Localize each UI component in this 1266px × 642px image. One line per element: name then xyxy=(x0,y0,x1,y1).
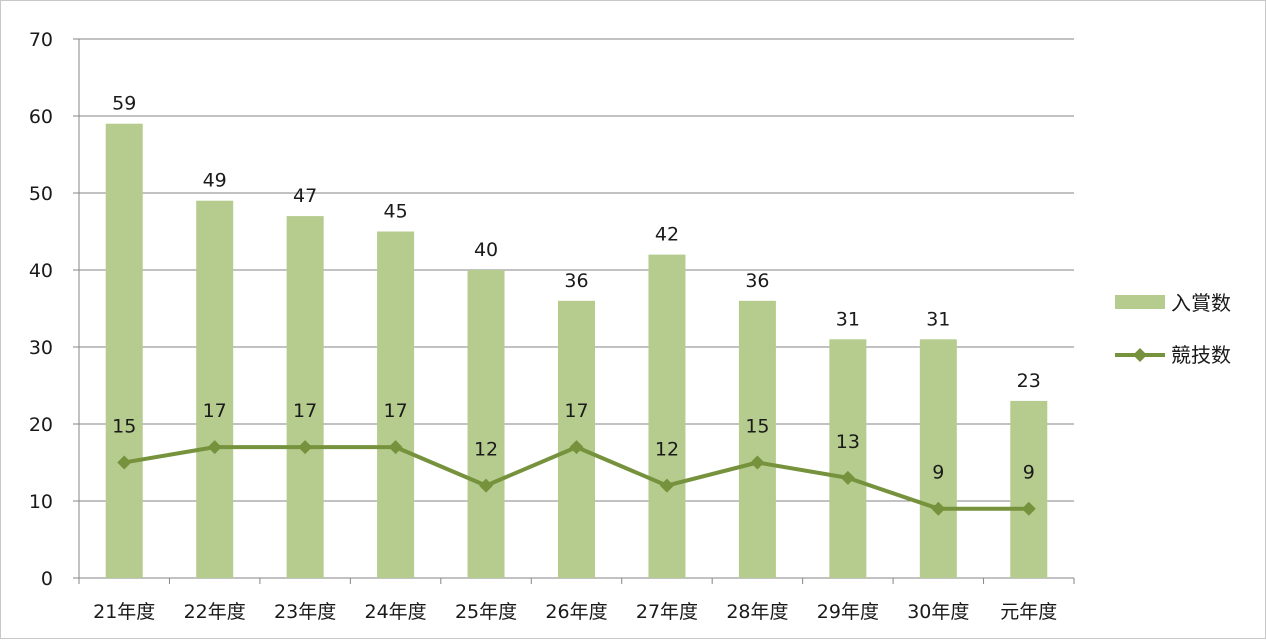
line-label-27年度: 12 xyxy=(655,439,679,461)
line-label-元年度: 9 xyxy=(1023,462,1035,484)
y-tick-label-0: 0 xyxy=(41,568,53,590)
bar-label-22年度: 49 xyxy=(203,170,227,192)
bar-label-24年度: 45 xyxy=(383,201,407,223)
bar-23年度 xyxy=(286,216,324,578)
y-tick-label-40: 40 xyxy=(29,260,53,282)
line-label-25年度: 12 xyxy=(474,439,498,461)
line-point-29年度 xyxy=(840,470,855,485)
bar-22年度 xyxy=(196,200,234,578)
y-tick-label-70: 70 xyxy=(29,29,53,51)
line-point-元年度 xyxy=(1021,501,1036,516)
legend-label-line: 競技数 xyxy=(1171,343,1231,367)
y-tick-label-60: 60 xyxy=(29,106,53,128)
bar-label-25年度: 40 xyxy=(474,239,498,261)
x-tick-label-4: 25年度 xyxy=(455,601,517,623)
x-tick-label-2: 23年度 xyxy=(274,601,336,623)
line-point-30年度 xyxy=(931,501,946,516)
x-tick-label-9: 30年度 xyxy=(907,601,969,623)
line-label-30年度: 9 xyxy=(932,462,944,484)
x-tick-label-8: 29年度 xyxy=(817,601,879,623)
y-tick-label-20: 20 xyxy=(29,414,53,436)
line-label-24年度: 17 xyxy=(383,400,407,422)
x-tick-label-7: 28年度 xyxy=(726,601,788,623)
bar-30年度 xyxy=(919,339,957,578)
line-point-27年度 xyxy=(659,478,674,493)
line-series-競技数 xyxy=(117,440,1036,516)
bar-label-23年度: 47 xyxy=(293,185,317,207)
x-tick-label-0: 21年度 xyxy=(93,601,155,623)
line-point-22年度 xyxy=(207,440,222,455)
bar-data-labels: 59 49 47 45 40 36 42 36 31 31 23 xyxy=(112,93,1041,392)
line-label-26年度: 17 xyxy=(564,400,588,422)
line-label-28年度: 15 xyxy=(745,416,769,438)
y-tick-label-10: 10 xyxy=(29,491,53,513)
bar-28年度 xyxy=(738,300,776,578)
y-axis-tick-labels: 0 10 20 30 40 50 60 70 xyxy=(29,29,53,590)
line-point-21年度 xyxy=(117,455,132,470)
bar-label-26年度: 36 xyxy=(564,270,588,292)
y-tick-label-50: 50 xyxy=(29,183,53,205)
x-axis-tick-labels: 21年度 22年度 23年度 24年度 25年度 26年度 27年度 28年度 29年度 30年度… xyxy=(93,601,1057,623)
line-label-21年度: 15 xyxy=(112,416,136,438)
legend: 入賞数 競技数 xyxy=(1115,291,1231,367)
legend-swatch-bar xyxy=(1115,295,1165,309)
bar-25年度 xyxy=(467,270,505,578)
line-point-25年度 xyxy=(479,478,494,493)
bar-label-21年度: 59 xyxy=(112,93,136,115)
bar-series-入賞数 xyxy=(105,123,1048,578)
line-label-29年度: 13 xyxy=(836,431,860,453)
bar-label-27年度: 42 xyxy=(655,224,679,246)
bar-元年度 xyxy=(1010,400,1048,578)
x-tick-label-6: 27年度 xyxy=(636,601,698,623)
x-tick-label-1: 22年度 xyxy=(184,601,246,623)
bar-label-30年度: 31 xyxy=(926,308,950,330)
line-label-22年度: 17 xyxy=(203,400,227,422)
line-point-24年度 xyxy=(388,440,403,455)
line-point-23年度 xyxy=(298,440,313,455)
bar-label-元年度: 23 xyxy=(1017,370,1041,392)
bar-27年度 xyxy=(648,254,686,578)
legend-label-bar: 入賞数 xyxy=(1171,291,1231,315)
line-point-28年度 xyxy=(750,455,765,470)
legend-marker-diamond xyxy=(1133,348,1147,362)
bar-24年度 xyxy=(377,231,415,578)
bar-29年度 xyxy=(829,339,867,578)
line-label-23年度: 17 xyxy=(293,400,317,422)
bar-26年度 xyxy=(558,300,595,578)
bar-label-28年度: 36 xyxy=(745,270,769,292)
line-data-labels: 15 17 17 17 12 17 12 15 13 9 9 xyxy=(112,400,1035,484)
line-point-26年度 xyxy=(569,440,584,455)
x-tick-label-3: 24年度 xyxy=(364,601,426,623)
y-tick-label-30: 30 xyxy=(29,337,53,359)
bar-label-29年度: 31 xyxy=(836,308,860,330)
x-tick-label-10: 元年度 xyxy=(1000,601,1057,623)
x-tick-label-5: 26年度 xyxy=(545,601,607,623)
bar-21年度 xyxy=(105,123,143,578)
